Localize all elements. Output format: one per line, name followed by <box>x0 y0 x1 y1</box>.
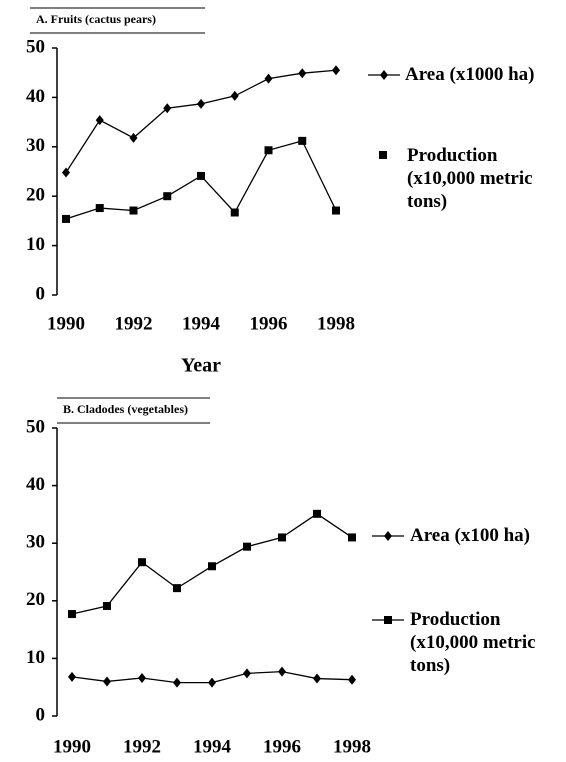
marker <box>163 192 172 201</box>
marker <box>95 115 104 126</box>
y-tick-label: 20 <box>26 589 45 610</box>
marker <box>278 533 286 542</box>
marker <box>68 671 76 682</box>
chart-title: B. Cladodes (vegetables) <box>63 402 188 416</box>
marker <box>62 167 70 178</box>
marker <box>264 146 273 155</box>
x-tick-label: 1992 <box>115 313 153 334</box>
legend-marker <box>379 151 387 159</box>
marker <box>348 674 356 685</box>
y-tick-label: 50 <box>26 416 45 437</box>
legend-label: Area (x1000 ha) <box>405 64 535 85</box>
marker <box>332 65 340 76</box>
marker <box>197 171 205 180</box>
x-tick-label: 1996 <box>263 736 301 757</box>
x-tick-label: 1994 <box>182 313 221 334</box>
marker <box>278 666 286 677</box>
legend-marker <box>380 70 388 80</box>
y-tick-label: 0 <box>36 704 46 725</box>
marker <box>298 68 307 79</box>
x-tick-label: 1998 <box>333 736 371 757</box>
marker <box>230 90 239 101</box>
legend-marker <box>384 616 392 624</box>
marker <box>103 601 111 610</box>
marker <box>313 509 321 518</box>
y-tick-label: 30 <box>26 135 45 156</box>
marker <box>208 677 216 688</box>
y-tick-label: 50 <box>26 36 45 57</box>
y-tick-label: 0 <box>36 283 46 304</box>
marker <box>243 542 251 551</box>
marker <box>173 677 181 688</box>
marker <box>264 73 273 84</box>
marker <box>230 208 239 217</box>
marker <box>129 206 138 215</box>
x-axis-label: Year <box>181 355 221 377</box>
chart-title: A. Fruits (cactus pears) <box>36 12 156 26</box>
x-tick-label: 1990 <box>47 313 85 334</box>
x-tick-label: 1998 <box>317 313 355 334</box>
y-tick-label: 40 <box>26 474 45 495</box>
marker <box>138 672 146 683</box>
marker <box>163 103 172 114</box>
marker <box>138 558 146 567</box>
x-tick-label: 1994 <box>193 736 232 757</box>
y-tick-label: 30 <box>26 532 45 553</box>
marker <box>313 673 321 684</box>
y-tick-label: 20 <box>26 185 45 206</box>
marker <box>103 676 111 687</box>
legend-label: Area (x100 ha) <box>410 525 530 546</box>
marker <box>62 214 70 223</box>
y-tick-label: 10 <box>26 647 45 668</box>
marker <box>95 204 104 213</box>
series-line <box>65 69 337 173</box>
marker <box>129 132 138 143</box>
marker <box>197 98 205 109</box>
legend-marker <box>384 531 392 541</box>
marker <box>298 136 307 145</box>
y-tick-label: 10 <box>26 234 45 255</box>
legend-label: Production (x10,000 metric tons) <box>407 145 533 212</box>
x-tick-label: 1990 <box>53 736 91 757</box>
x-tick-label: 1992 <box>123 736 161 757</box>
y-tick-label: 40 <box>26 86 45 107</box>
marker <box>68 610 76 619</box>
x-tick-label: 1996 <box>250 313 288 334</box>
marker <box>173 584 181 593</box>
marker <box>208 562 216 571</box>
marker <box>243 668 251 679</box>
legend-label: Production (x10,000 metric tons) <box>410 609 536 676</box>
marker <box>332 206 340 215</box>
marker <box>348 533 356 542</box>
